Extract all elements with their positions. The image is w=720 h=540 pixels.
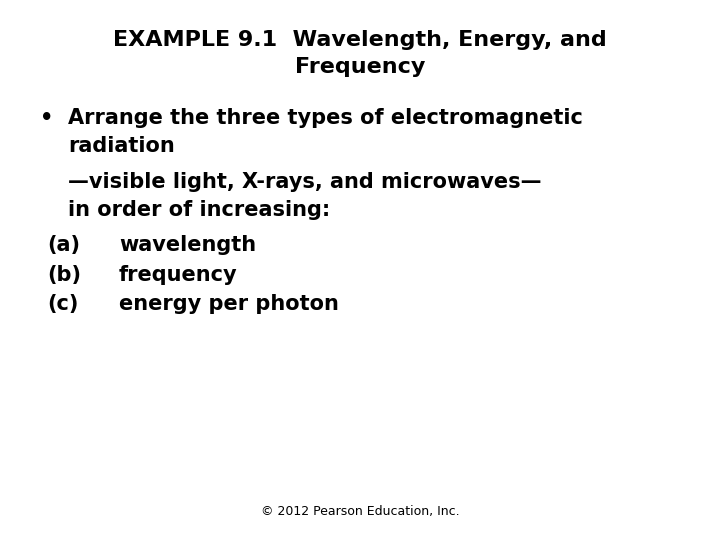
Text: frequency: frequency	[119, 265, 238, 285]
Text: in order of increasing:: in order of increasing:	[68, 200, 330, 220]
Text: (a): (a)	[47, 235, 80, 255]
Text: Arrange the three types of electromagnetic: Arrange the three types of electromagnet…	[68, 108, 583, 128]
Text: energy per photon: energy per photon	[119, 294, 338, 314]
Text: •: •	[40, 108, 53, 128]
Text: EXAMPLE 9.1  Wavelength, Energy, and: EXAMPLE 9.1 Wavelength, Energy, and	[113, 30, 607, 50]
Text: (b): (b)	[47, 265, 81, 285]
Text: —visible light, X-rays, and microwaves—: —visible light, X-rays, and microwaves—	[68, 172, 542, 192]
Text: (c): (c)	[47, 294, 78, 314]
Text: wavelength: wavelength	[119, 235, 256, 255]
Text: © 2012 Pearson Education, Inc.: © 2012 Pearson Education, Inc.	[261, 505, 459, 518]
Text: Frequency: Frequency	[294, 57, 426, 77]
Text: radiation: radiation	[68, 136, 175, 156]
